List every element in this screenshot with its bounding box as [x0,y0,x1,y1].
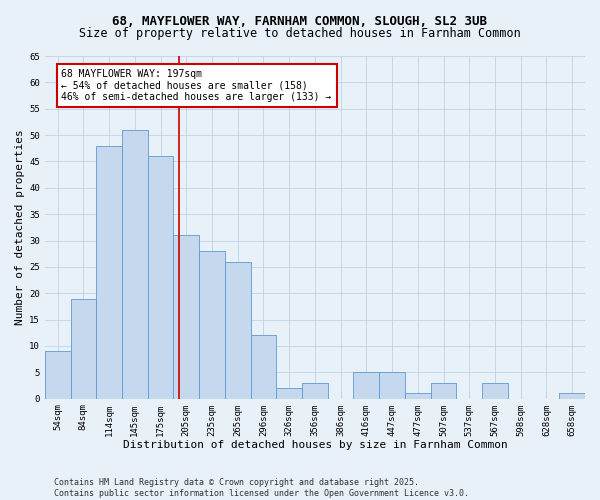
Text: 68, MAYFLOWER WAY, FARNHAM COMMON, SLOUGH, SL2 3UB: 68, MAYFLOWER WAY, FARNHAM COMMON, SLOUG… [113,15,487,28]
Bar [71,298,96,398]
Bar [277,388,302,398]
Bar [122,130,148,398]
Bar [148,156,173,398]
Text: Size of property relative to detached houses in Farnham Common: Size of property relative to detached ho… [79,28,521,40]
Bar [96,146,122,398]
X-axis label: Distribution of detached houses by size in Farnham Common: Distribution of detached houses by size … [122,440,507,450]
Bar [45,352,71,399]
Bar [225,262,251,398]
Bar [482,383,508,398]
Bar [302,383,328,398]
Bar [353,372,379,398]
Bar [559,394,585,398]
Bar [379,372,405,398]
Y-axis label: Number of detached properties: Number of detached properties [15,130,25,325]
Bar [173,236,199,398]
Bar [199,251,225,398]
Bar [431,383,457,398]
Bar [405,394,431,398]
Text: 68 MAYFLOWER WAY: 197sqm
← 54% of detached houses are smaller (158)
46% of semi-: 68 MAYFLOWER WAY: 197sqm ← 54% of detach… [61,69,332,102]
Text: Contains HM Land Registry data © Crown copyright and database right 2025.
Contai: Contains HM Land Registry data © Crown c… [54,478,469,498]
Bar [251,336,277,398]
